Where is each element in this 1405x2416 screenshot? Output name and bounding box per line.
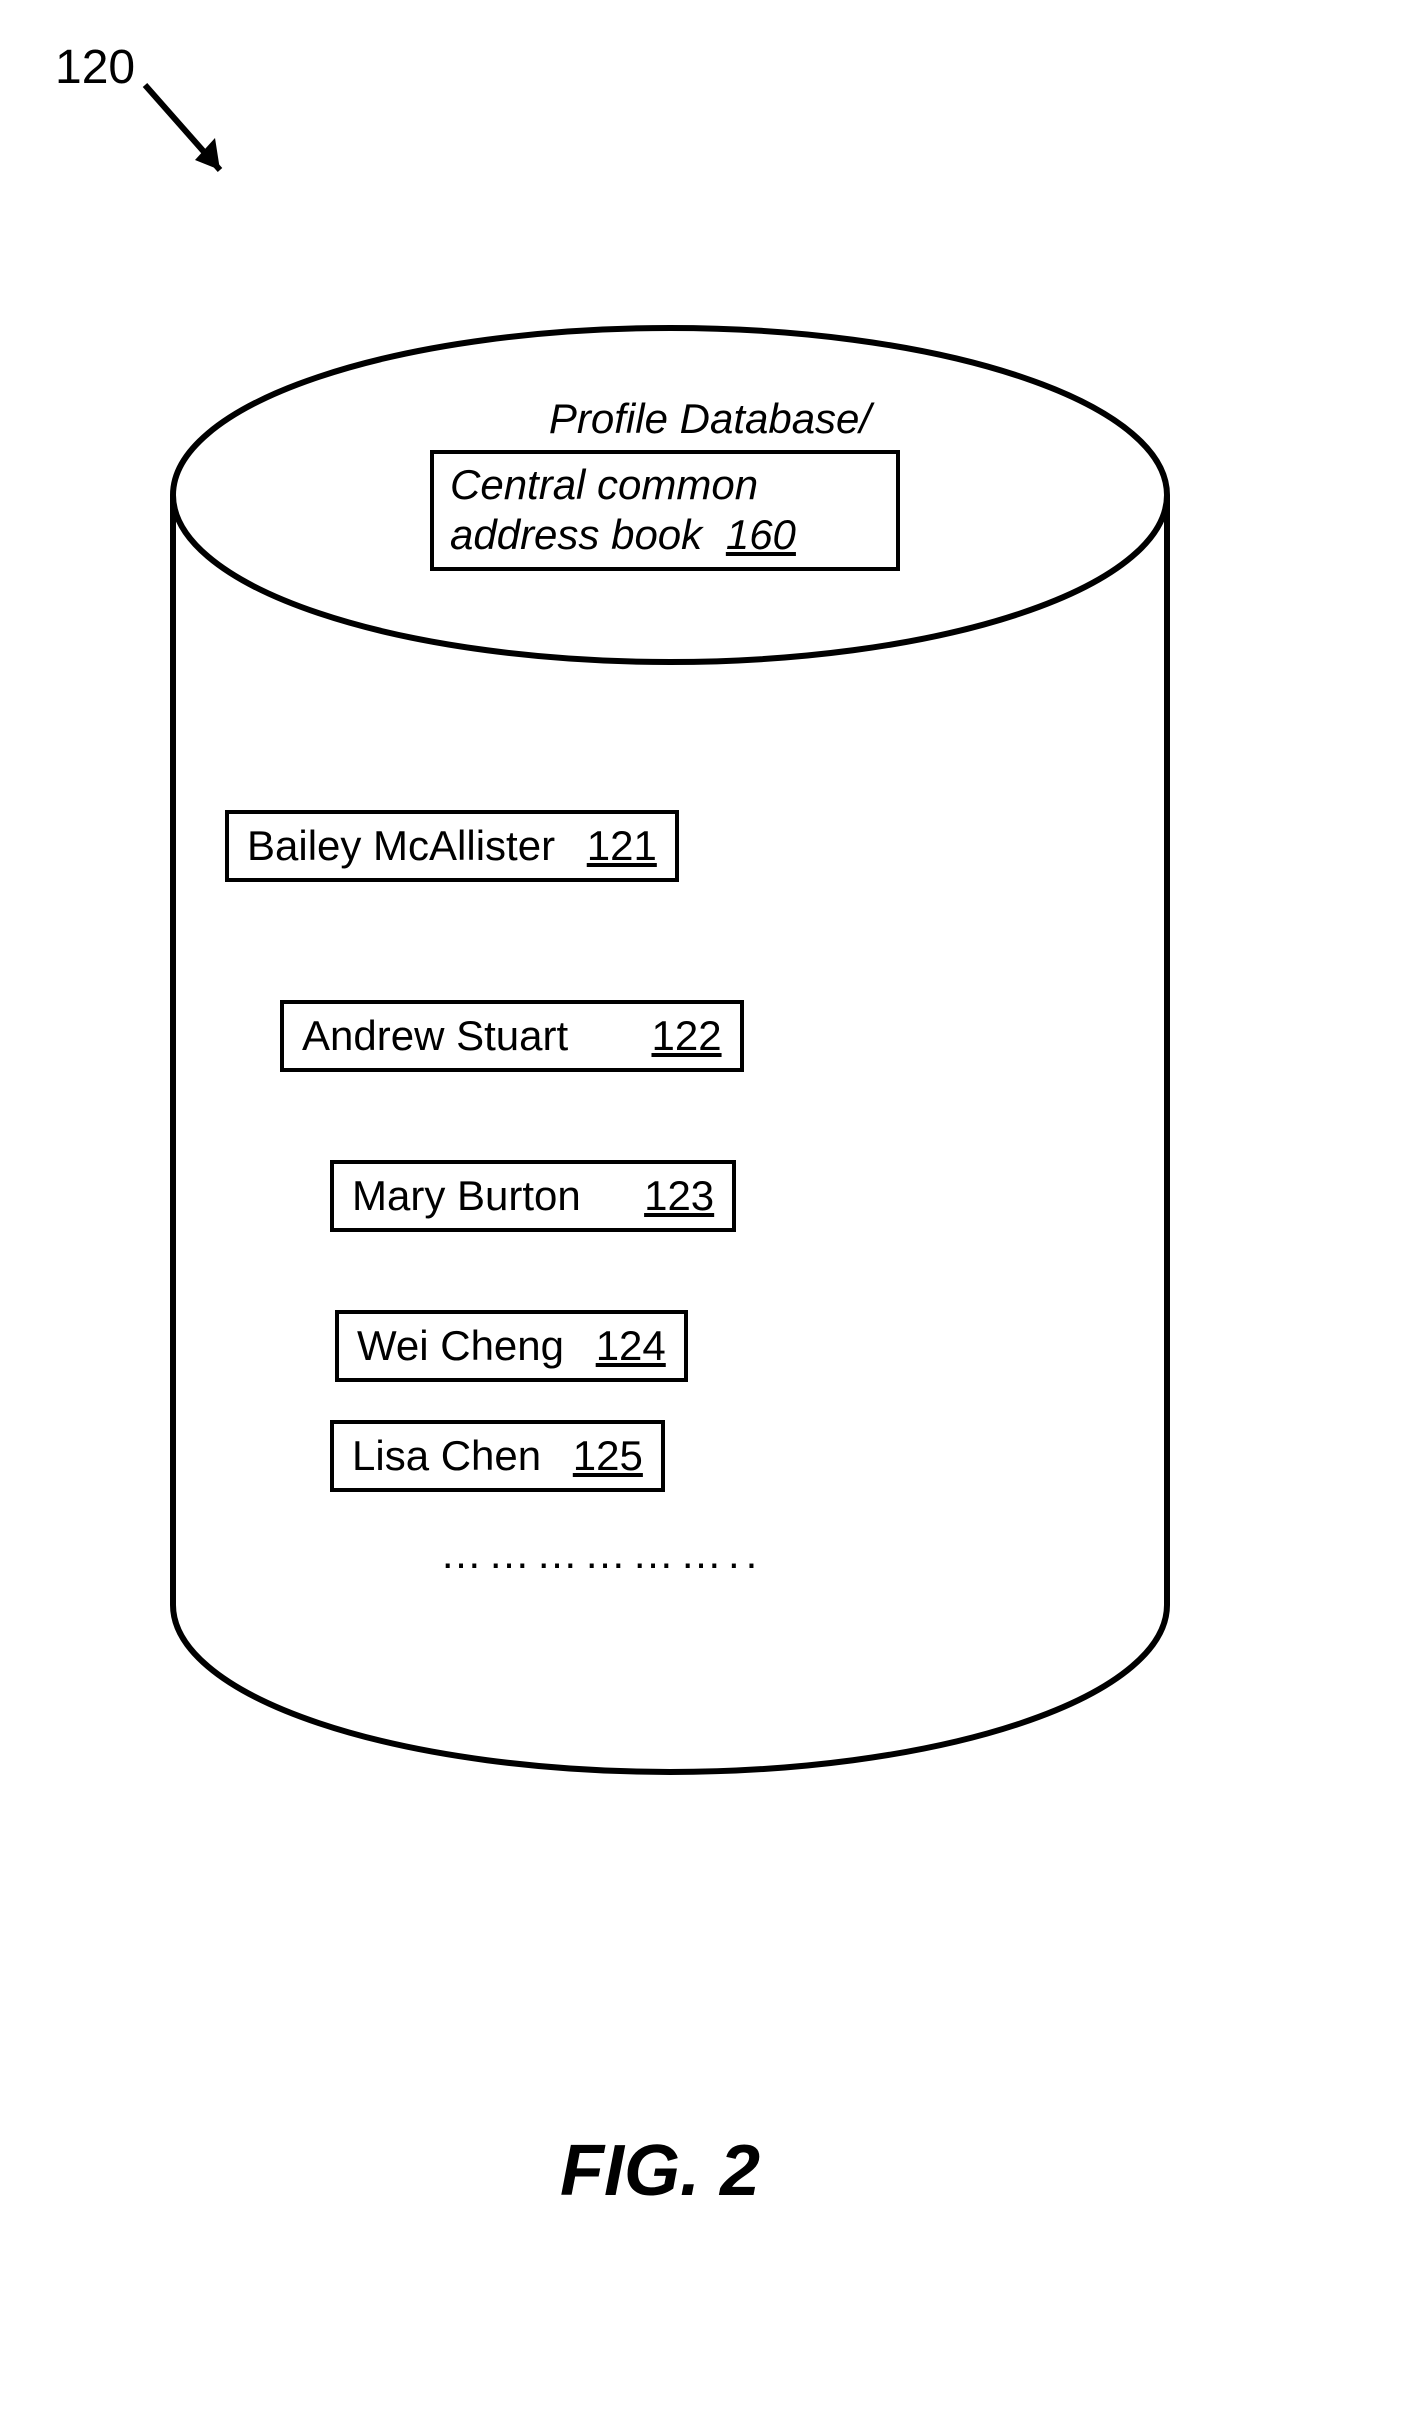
entry-ref: 125 [573,1432,643,1479]
figure-page: 120 Profile Database/ Central common add… [0,0,1405,2416]
entry-name: Andrew Stuart [302,1012,568,1059]
entry-ref: 124 [596,1322,666,1369]
entry-name: Bailey McAllister [247,822,555,869]
entry-ref: 122 [651,1012,721,1059]
entry-box: Andrew Stuart 122 [280,1000,744,1072]
entry-ref: 123 [644,1172,714,1219]
entry-name: Mary Burton [352,1172,581,1219]
database-box-ref: 160 [726,511,796,558]
entry-box: Lisa Chen 125 [330,1420,665,1492]
entries-ellipsis: ……………….. [440,1530,763,1578]
entry-box: Wei Cheng 124 [335,1310,688,1382]
figure-caption: FIG. 2 [560,2130,760,2212]
database-title-box: Central common address book 160 [430,450,900,571]
database-title: Profile Database/ [500,395,920,443]
database-box-text: Central common address book [450,461,758,558]
entry-box: Mary Burton 123 [330,1160,736,1232]
entry-name: Lisa Chen [352,1432,541,1479]
entry-name: Wei Cheng [357,1322,564,1369]
entry-box: Bailey McAllister 121 [225,810,679,882]
entry-ref: 121 [587,822,657,869]
reference-arrow [130,70,270,210]
figure-reference-number: 120 [55,40,135,95]
